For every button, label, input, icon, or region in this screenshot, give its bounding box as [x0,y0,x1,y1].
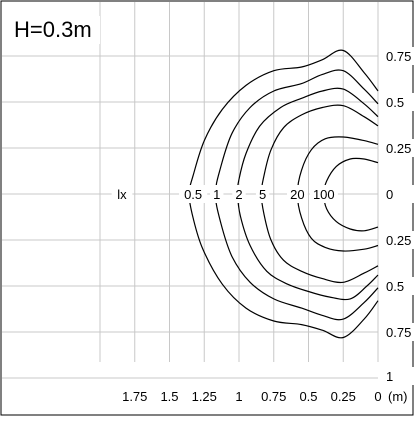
x-tick-label: 0.75 [261,389,286,404]
x-tick-label: 1.75 [122,389,147,404]
y-tick-label: 0 [386,187,393,202]
y-tick-label-background [383,185,414,203]
x-tick-label: 1.25 [192,389,217,404]
contour-label-2-background [232,185,246,203]
x-tick-label: 0.5 [299,389,317,404]
contour-unit-label-background [111,185,133,203]
contour-labels: lx 0.5 1 2 5 20 100 [111,185,338,203]
contour-label-0-5: 0.5 [184,187,202,202]
contour-label-100-background [309,185,338,203]
y-tick-label: 0.5 [386,279,404,294]
contour-label-20: 20 [290,187,304,202]
y-tick-label-background [383,323,414,341]
y-tick-label-background [383,231,414,249]
contour-unit-label: lx [117,187,127,202]
y-tick-label: 0.5 [386,95,404,110]
y-tick-label-background [383,139,414,157]
chart-title: H=0.3m [10,16,100,44]
x-tick-label: 0.25 [331,389,356,404]
y-tick-label-background [383,367,414,385]
y-tick-label-background [383,47,414,65]
x-tick-labels: 1.75 1.5 1.25 1 0.75 0.5 0.25 0 (m) [122,389,407,404]
y-tick-labels: 0.75 0.5 0.25 0 0.25 0.5 0.75 1 [383,47,414,385]
x-axis-unit: (m) [388,389,408,404]
contour-label-2: 2 [235,187,242,202]
y-tick-label-background [383,277,414,295]
x-tick-label: 0 [374,389,381,404]
y-tick-label: 0.75 [386,49,411,64]
x-tick-label: 1 [235,389,242,404]
y-tick-label: 1 [386,369,393,384]
x-tick-label: 1.5 [160,389,178,404]
contour-label-1-background [210,185,224,203]
contour-label-0-5-background [179,185,208,203]
y-tick-label: 0.25 [386,233,411,248]
y-tick-label: 0.75 [386,325,411,340]
contour-label-20-background [286,185,308,203]
y-tick-label: 0.25 [386,141,411,156]
contour-label-5-background [255,185,270,203]
contour-label-100: 100 [313,187,335,202]
contour-label-1: 1 [213,187,220,202]
y-tick-label-background [383,93,414,111]
contour-label-5: 5 [259,187,266,202]
